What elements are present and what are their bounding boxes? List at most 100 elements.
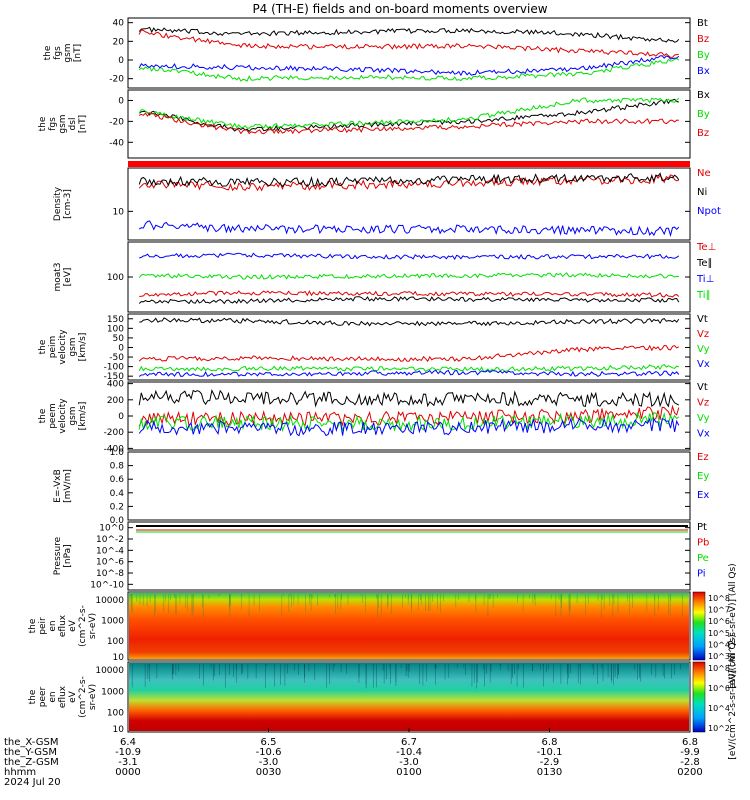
legend-By: By: [697, 109, 710, 120]
y-tick-label: 0.4: [110, 489, 125, 499]
ephemeris-value: 6.7: [401, 737, 417, 748]
panel-ylabel: E=-VxB: [53, 469, 63, 503]
y-tick-label: 200: [107, 396, 124, 406]
y-tick-label: 1000: [101, 687, 124, 697]
legend-Bz: Bz: [697, 34, 709, 45]
panel-ylabel: peir: [38, 617, 48, 635]
panel-ylabel: en: [48, 620, 58, 631]
panel-peim-velocity: the peim velocity gsm [km/s] 150100500-50-100…: [38, 313, 710, 382]
series-Vx: [138, 369, 680, 377]
y-tick-label: 10: [113, 725, 125, 735]
series-Te⊥: [139, 252, 680, 261]
series-Vy: [138, 411, 680, 433]
y-tick-label: 0: [118, 343, 124, 353]
y-tick-label: 10^-10: [90, 580, 124, 590]
y-tick-label: 10000: [95, 596, 124, 606]
legend-Ti⊥: Ti⊥: [696, 274, 714, 285]
legend-Pe: Pe: [697, 553, 709, 564]
series-Bx: [138, 55, 680, 77]
legend-Npot: Npot: [697, 206, 721, 217]
panel-ylabel: [nT]: [73, 44, 83, 62]
y-tick-label: 10^0: [99, 524, 124, 534]
ephemeris-value: 0030: [256, 767, 281, 778]
panel-ylabel: sr-eV): [88, 684, 98, 710]
panel-ylabel: Pressure: [53, 536, 63, 575]
legend-By: By: [697, 50, 710, 61]
y-tick-label: 10^-4: [96, 546, 124, 556]
ephemeris-label: the_X-GSM: [4, 737, 58, 748]
panel-ylabel: the: [38, 339, 48, 354]
ephemeris-value: -10.9: [115, 747, 141, 758]
panel-ylabel: dsl: [68, 118, 78, 131]
ephemeris-value: 0130: [537, 767, 562, 778]
series-Vz: [138, 404, 680, 428]
y-tick-label: 0.8: [110, 462, 125, 472]
panel-peer-eflux: the peer en eflux eV (cm^2-s-sr-eV) 10000 1000 1…: [28, 634, 738, 759]
ephemeris-value: 6.5: [261, 737, 277, 748]
panel-ylabel: gsm: [58, 114, 68, 133]
panel-frame: [127, 167, 691, 241]
series-Bz: [138, 112, 679, 135]
legend-Vx: Vx: [697, 429, 710, 440]
series-Ni: [138, 172, 680, 188]
y-tick-label: -50: [109, 353, 124, 363]
y-tick-label: 10^-2: [96, 535, 124, 545]
colorbar: [692, 661, 706, 733]
panel-ylabel: the: [28, 689, 38, 704]
ephemeris-label: the_Z-GSM: [4, 757, 59, 768]
spectrogram-image: [129, 663, 689, 731]
ephemeris-label: hhmm: [4, 767, 36, 778]
y-tick-label: 400: [107, 380, 124, 390]
y-tick-label: 10: [113, 207, 125, 217]
ephemeris-value: 0200: [677, 767, 702, 778]
colorbar-tick-label: 10^4: [708, 704, 730, 713]
y-tick-label: -40: [109, 138, 124, 148]
panel-frame: [127, 17, 691, 89]
legend-Pt: Pt: [697, 522, 707, 533]
y-tick-label: 1.0: [110, 448, 125, 458]
colorbar-label: [eV/(cm^2-s-sr-eV)] (All Qs): [728, 634, 738, 759]
ephemeris-value: 6.8: [542, 737, 558, 748]
legend-Vy: Vy: [697, 413, 710, 424]
series-By: [138, 58, 680, 82]
panel-ylabel: [mV/m]: [63, 469, 73, 503]
colorbar-tick-label: 10^5: [708, 629, 730, 638]
legend-Te⊥: Te⊥: [696, 242, 716, 253]
ephemeris-value: 6.4: [120, 737, 136, 748]
colorbar-tick-label: 10^7: [708, 606, 730, 615]
legend-Ex: Ex: [697, 490, 709, 501]
panel-ylabel: peem: [48, 403, 58, 429]
series-By: [138, 97, 680, 129]
legend-Ey: Ey: [697, 471, 709, 482]
y-tick-label: 0: [118, 56, 124, 66]
legend-Vt: Vt: [697, 382, 708, 393]
series-Vz: [138, 344, 680, 363]
panel-ylabel: (cm^2-s-: [78, 676, 88, 718]
y-tick-label: 10000: [95, 666, 124, 676]
y-tick-label: -20: [109, 117, 124, 127]
legend-Bx: Bx: [697, 66, 710, 77]
y-tick-label: 10: [113, 653, 125, 663]
panel-fgs-gsm: the fgs gsm [nT] 40 20 0 -20 Bt Bz By Bx: [43, 17, 710, 89]
legend-Bx: Bx: [697, 90, 710, 101]
series-Ti∥: [138, 296, 680, 305]
y-tick-label: 150: [107, 315, 124, 325]
y-tick-label: 0.0: [110, 516, 125, 526]
ephemeris-value: -3.0: [399, 757, 419, 768]
panel-ylabel: eV: [68, 619, 78, 632]
y-tick-label: 1000: [101, 617, 124, 627]
colorbar-tick-label: 10^4: [708, 640, 730, 649]
series-Ti⊥: [139, 290, 680, 298]
panel-ylabel: [eV]: [63, 268, 73, 287]
y-tick-label: 40: [113, 19, 125, 29]
panel-frame: [127, 451, 691, 521]
panel-ylabel: the: [43, 45, 53, 60]
panel-ylabel: eflux: [58, 685, 68, 708]
colorbar-label: [eV/(cm^2-s-sr-eV)] (All Qs): [728, 563, 738, 688]
y-tick-label: 50: [113, 334, 125, 344]
legend-Ne: Ne: [697, 168, 711, 179]
panel-ylabel: Density: [53, 186, 63, 221]
y-tick-label: -400: [104, 444, 125, 454]
panel-efield: E=-VxB [mV/m] 1.0 0.8 0.6 0.4 0.2 0.0 Ez Ey Ex: [53, 448, 709, 526]
date-label: 2024 Jul 20: [4, 777, 61, 788]
